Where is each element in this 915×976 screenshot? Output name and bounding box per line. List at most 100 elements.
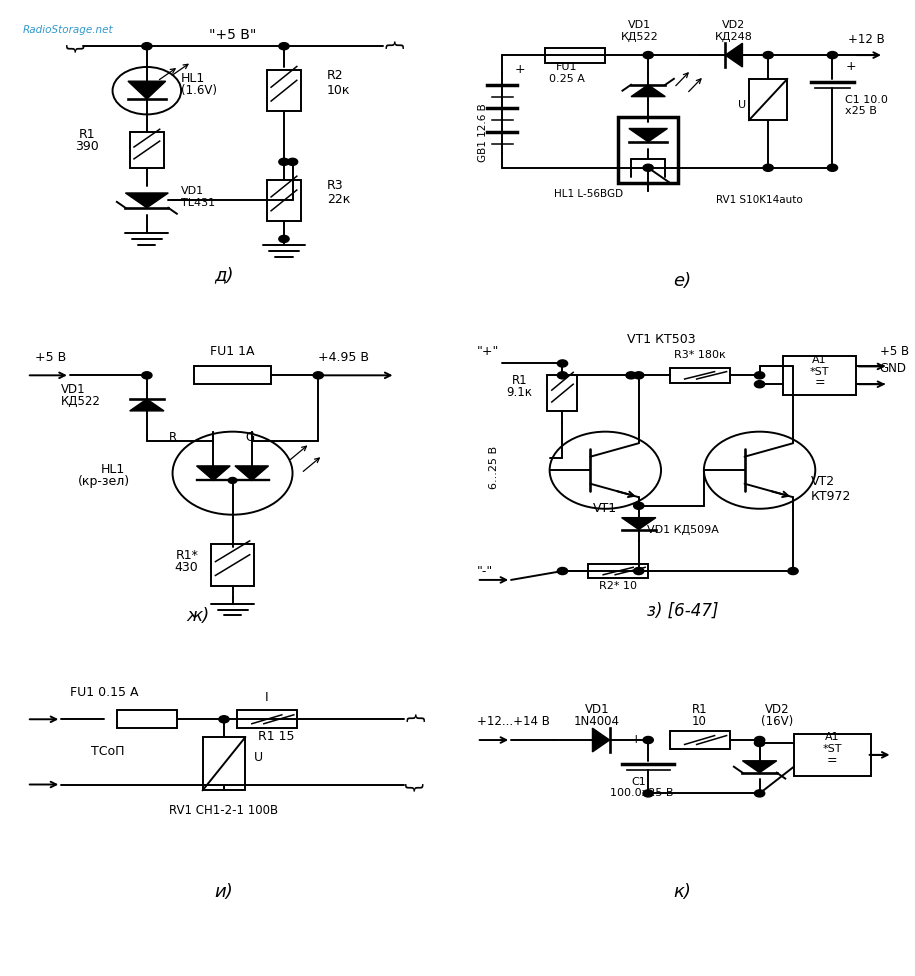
Text: A1: A1 <box>825 732 840 742</box>
Circle shape <box>228 477 237 483</box>
Text: *ST: *ST <box>810 367 829 378</box>
Text: КД522: КД522 <box>620 32 659 42</box>
Circle shape <box>626 372 636 379</box>
Text: RV1 СН1-2-1 100В: RV1 СН1-2-1 100В <box>169 804 278 817</box>
Circle shape <box>557 372 567 379</box>
Circle shape <box>788 567 798 575</box>
Text: 100.0x25 В: 100.0x25 В <box>609 789 673 798</box>
Text: +5 В: +5 В <box>36 350 67 363</box>
Bar <box>267 70 301 111</box>
Text: КД522: КД522 <box>61 395 101 408</box>
Polygon shape <box>130 399 164 411</box>
Text: I: I <box>265 691 269 705</box>
Text: VD1 КД509А: VD1 КД509А <box>647 524 718 535</box>
Circle shape <box>279 158 289 165</box>
Circle shape <box>755 740 765 747</box>
Circle shape <box>755 381 765 387</box>
Text: =: = <box>814 376 825 388</box>
Text: +: + <box>514 62 525 76</box>
Bar <box>670 368 729 383</box>
Circle shape <box>643 737 653 744</box>
Circle shape <box>287 158 297 165</box>
Text: R3: R3 <box>327 179 343 191</box>
Bar <box>545 48 606 62</box>
Bar <box>748 79 788 120</box>
Bar <box>211 545 254 586</box>
Text: VD2: VD2 <box>764 704 789 716</box>
Text: (1.6V): (1.6V) <box>181 84 217 97</box>
Circle shape <box>557 567 567 575</box>
Circle shape <box>633 503 644 509</box>
Text: 9.1к: 9.1к <box>507 386 533 399</box>
Text: G: G <box>245 430 254 443</box>
Text: R1: R1 <box>511 374 527 387</box>
Text: VD2: VD2 <box>722 20 746 30</box>
Text: C1 10.0: C1 10.0 <box>845 95 888 104</box>
Polygon shape <box>235 466 268 480</box>
Text: КТ972: КТ972 <box>811 490 851 503</box>
Text: R1: R1 <box>79 128 95 142</box>
Text: {: { <box>64 40 83 53</box>
Text: +: + <box>631 733 641 746</box>
Text: R: R <box>168 430 177 443</box>
Bar <box>237 711 296 728</box>
Text: GB1 12.6 В: GB1 12.6 В <box>479 102 489 162</box>
Circle shape <box>763 52 773 59</box>
Bar <box>783 356 856 394</box>
Text: FU1 0.15 А: FU1 0.15 А <box>70 685 138 699</box>
Text: 10: 10 <box>692 715 707 728</box>
Text: R2: R2 <box>327 69 343 82</box>
Circle shape <box>279 235 289 242</box>
Text: HL1: HL1 <box>101 464 124 476</box>
Text: *ST: *ST <box>823 744 842 753</box>
Circle shape <box>633 567 644 575</box>
Polygon shape <box>629 129 667 142</box>
Circle shape <box>643 790 653 797</box>
Bar <box>267 180 301 222</box>
Bar <box>202 737 245 791</box>
Circle shape <box>763 164 773 172</box>
Text: ТСоП: ТСоП <box>92 745 124 757</box>
Text: 10к: 10к <box>327 84 350 97</box>
Text: "-": "-" <box>477 564 493 578</box>
Circle shape <box>755 372 765 379</box>
Text: (16V): (16V) <box>760 715 793 728</box>
Circle shape <box>313 372 323 379</box>
Circle shape <box>827 164 837 172</box>
Text: x25 В: x25 В <box>845 106 877 116</box>
Text: {: { <box>403 713 422 725</box>
Text: (кр-зел): (кр-зел) <box>78 475 130 488</box>
Text: VT2: VT2 <box>811 475 835 488</box>
Text: з) [6-47]: з) [6-47] <box>647 601 718 620</box>
Text: RadioStorage.net: RadioStorage.net <box>23 25 113 35</box>
Polygon shape <box>128 81 166 99</box>
Text: RV1 S10K14auto: RV1 S10K14auto <box>716 195 803 205</box>
Text: +: + <box>845 60 856 73</box>
Text: C1: C1 <box>631 777 646 787</box>
Text: +12 В: +12 В <box>848 33 885 46</box>
Polygon shape <box>631 85 665 97</box>
Polygon shape <box>621 517 656 530</box>
Bar <box>130 132 164 168</box>
Text: FU1 1А: FU1 1А <box>210 345 254 357</box>
Circle shape <box>557 360 567 367</box>
Circle shape <box>142 372 152 379</box>
Text: "+": "+" <box>477 345 500 357</box>
Circle shape <box>728 52 739 59</box>
Text: R1*: R1* <box>176 549 199 562</box>
Text: GND: GND <box>879 362 907 376</box>
Text: R1: R1 <box>692 704 707 716</box>
Polygon shape <box>726 43 742 67</box>
Bar <box>194 366 271 385</box>
Bar <box>670 731 729 749</box>
Text: "+5 В": "+5 В" <box>209 28 256 42</box>
Text: VD1: VD1 <box>181 186 204 196</box>
Circle shape <box>827 52 837 59</box>
Circle shape <box>219 715 229 723</box>
Text: VD1: VD1 <box>585 704 609 716</box>
Bar <box>588 563 648 579</box>
Text: 6...25 В: 6...25 В <box>489 446 499 489</box>
Text: VD1: VD1 <box>628 20 651 30</box>
Text: +4.95 В: +4.95 В <box>318 350 370 363</box>
Text: +12...+14 В: +12...+14 В <box>477 715 550 728</box>
